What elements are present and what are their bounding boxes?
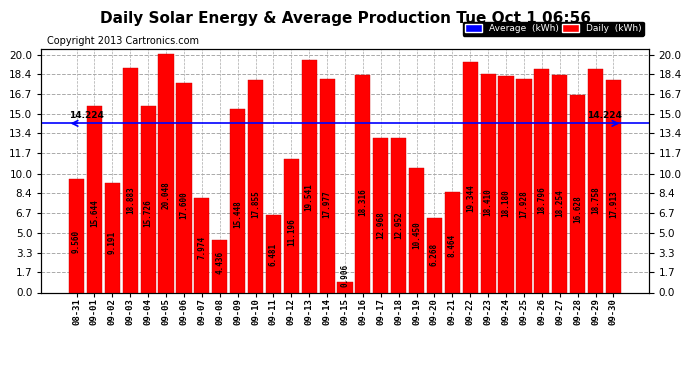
Text: 14.224: 14.224 [70,111,104,120]
Bar [212,240,227,292]
Bar [534,69,549,292]
Text: 17.928: 17.928 [520,190,529,218]
Text: 19.344: 19.344 [466,184,475,212]
Bar [552,75,567,292]
Bar [373,138,388,292]
Text: 12.952: 12.952 [394,211,403,238]
Text: 4.436: 4.436 [215,251,224,274]
Bar [284,159,299,292]
Text: 7.974: 7.974 [197,236,206,260]
Bar [463,63,478,292]
Text: 11.196: 11.196 [287,218,296,246]
Text: 18.316: 18.316 [358,189,367,216]
Bar [302,60,317,292]
Bar [445,192,460,292]
Bar [248,80,263,292]
Bar [480,74,495,292]
Bar [570,95,585,292]
Text: 18.254: 18.254 [555,189,564,216]
Text: 18.883: 18.883 [126,186,135,214]
Bar [427,218,442,292]
Bar [159,54,174,292]
Legend: Average  (kWh), Daily  (kWh): Average (kWh), Daily (kWh) [462,22,644,36]
Text: 9.191: 9.191 [108,231,117,254]
Text: Daily Solar Energy & Average Production Tue Oct 1 06:56: Daily Solar Energy & Average Production … [99,11,591,26]
Text: 20.048: 20.048 [161,182,170,209]
Bar [516,80,531,292]
Bar [69,179,84,292]
Bar [87,106,102,292]
Text: 18.758: 18.758 [591,187,600,214]
Text: 17.855: 17.855 [251,190,260,218]
Bar [337,282,353,292]
Text: 15.448: 15.448 [233,201,242,228]
Text: 6.481: 6.481 [269,242,278,266]
Bar [105,183,120,292]
Text: 15.644: 15.644 [90,200,99,227]
Text: 16.628: 16.628 [573,195,582,223]
Text: 17.977: 17.977 [323,190,332,217]
Text: 10.450: 10.450 [412,221,421,249]
Text: 17.600: 17.600 [179,192,188,219]
Text: 15.726: 15.726 [144,199,152,227]
Bar [391,138,406,292]
Bar [319,79,335,292]
Text: 14.224: 14.224 [586,111,622,120]
Text: 12.968: 12.968 [376,211,385,238]
Bar [230,109,245,292]
Bar [123,68,138,292]
Text: 8.464: 8.464 [448,234,457,257]
Bar [606,80,621,292]
Text: 17.913: 17.913 [609,190,618,218]
Bar [409,168,424,292]
Bar [177,83,192,292]
Text: 6.268: 6.268 [430,243,439,266]
Text: Copyright 2013 Cartronics.com: Copyright 2013 Cartronics.com [48,36,199,46]
Text: 19.541: 19.541 [305,183,314,211]
Bar [498,76,513,292]
Bar [266,216,281,292]
Text: 18.180: 18.180 [502,189,511,217]
Bar [355,75,371,292]
Text: 18.796: 18.796 [538,186,546,214]
Bar [141,105,156,292]
Text: 0.906: 0.906 [340,264,350,287]
Text: 18.410: 18.410 [484,188,493,216]
Bar [588,69,603,292]
Bar [195,198,210,292]
Text: 9.560: 9.560 [72,230,81,253]
